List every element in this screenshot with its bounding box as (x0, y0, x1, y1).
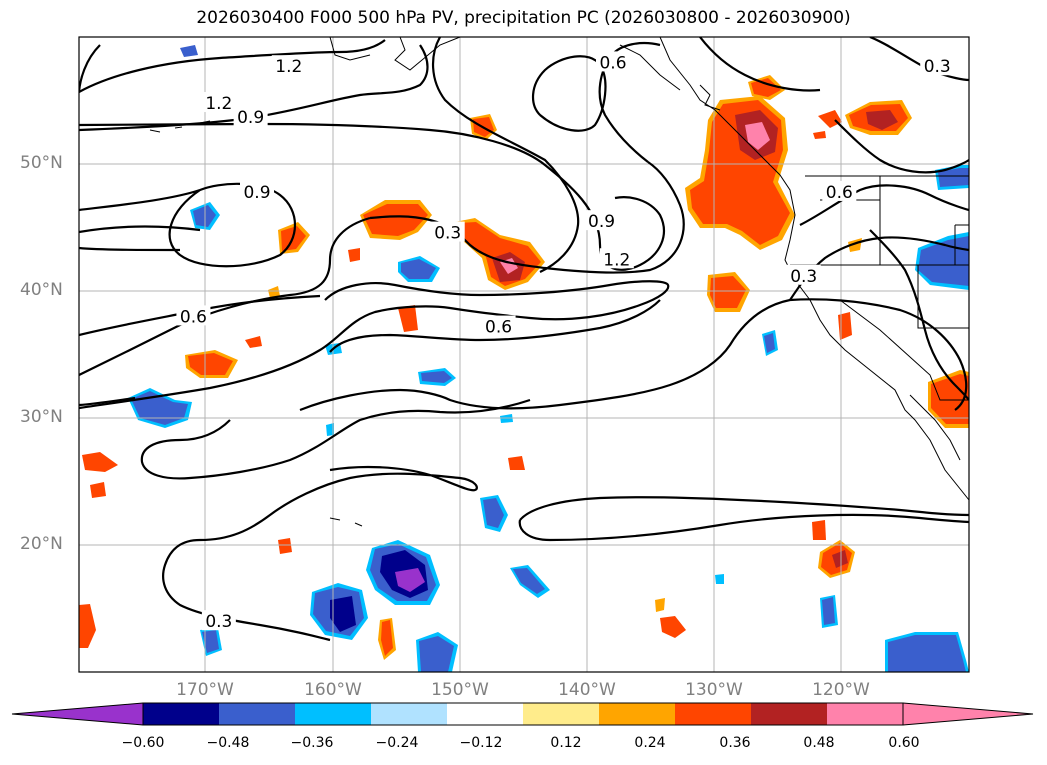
colorbar-segment (599, 703, 676, 725)
lon-label-170w: 170°W (176, 680, 234, 700)
contour-label-bg (233, 106, 268, 127)
contour-label-bg (596, 51, 630, 72)
contour-label-bg (271, 55, 306, 76)
contour-label-bg (584, 210, 619, 231)
colorbar-tick-label: 0.24 (634, 735, 666, 751)
contour-label: 0.6 (180, 307, 207, 327)
contour-label: 0.9 (237, 108, 264, 128)
contour-label-bg (201, 92, 236, 113)
contour-label-bg (176, 305, 211, 326)
colorbar-tick-label: 0.36 (719, 735, 751, 751)
contour-label-bg (599, 248, 634, 269)
colorbar-segment (371, 703, 448, 725)
colorbar-segment (295, 703, 372, 725)
contour-label: 0.6 (826, 183, 853, 203)
colorbar-segment (143, 703, 220, 725)
coastlines (149, 37, 969, 527)
colorbar-segments (143, 703, 904, 725)
contour-label: 1.2 (275, 57, 302, 77)
colorbar-segment (675, 703, 752, 725)
precip-anomaly-shading (79, 45, 969, 672)
colorbar-right-extend (903, 703, 1033, 725)
contour-label-bg (920, 55, 955, 76)
contour-label: 0.3 (205, 612, 232, 632)
colorbar-tick-label: −0.36 (290, 735, 334, 751)
graticule (79, 37, 969, 672)
contour-label-bg (430, 221, 465, 242)
colorbar-tick-label: −0.24 (375, 735, 419, 751)
lon-label-120w: 120°W (812, 680, 870, 700)
contour-label-bg (822, 180, 857, 201)
contour-label-bg (240, 180, 274, 201)
contour-label: 0.6 (599, 53, 626, 73)
lon-label-160w: 160°W (304, 680, 362, 700)
contour-label: 1.2 (603, 250, 630, 270)
contour-label: 0.3 (434, 224, 461, 244)
colorbar-segment (827, 703, 904, 725)
contour-label: 0.9 (243, 183, 270, 203)
colorbar-left-extend (12, 703, 143, 725)
colorbar-tick-label: −0.12 (459, 735, 503, 751)
contour-label-bg (201, 610, 236, 631)
contour-label: 0.3 (924, 57, 951, 77)
contour-label-bg (481, 315, 516, 336)
lon-label-140w: 140°W (558, 680, 616, 700)
colorbar-segment (523, 703, 600, 725)
contour-label-bg (786, 264, 821, 285)
lon-label-150w: 150°W (431, 680, 489, 700)
lat-label-50n: 50°N (20, 153, 63, 173)
lat-label-40n: 40°N (20, 280, 63, 300)
contour-label: 0.3 (790, 267, 817, 287)
colorbar-tick-label: −0.60 (121, 735, 165, 751)
contour-labels: 1.21.20.90.90.60.30.60.60.91.20.60.30.30… (176, 51, 955, 632)
colorbar-tick-label: 0.12 (550, 735, 582, 751)
colorbar-segment (219, 703, 296, 725)
lon-label-130w: 130°W (685, 680, 743, 700)
colorbar (11, 702, 1034, 726)
lat-label-30n: 30°N (20, 407, 63, 427)
colorbar-tick-label: 0.60 (888, 735, 920, 751)
lat-label-20n: 20°N (20, 534, 63, 554)
contour-label: 0.9 (588, 212, 615, 232)
colorbar-tick-label: 0.48 (803, 735, 835, 751)
contour-label: 1.2 (205, 94, 232, 114)
colorbar-tick-label: −0.48 (206, 735, 250, 751)
map-frame (78, 36, 970, 673)
map-title: 2026030400 F000 500 hPa PV, precipitatio… (196, 8, 851, 28)
pv-contours (79, 37, 969, 642)
colorbar-segment (751, 703, 828, 725)
colorbar-segment (447, 703, 524, 725)
colorbar-outline-ends (11, 702, 1034, 726)
contour-label: 0.6 (485, 318, 512, 338)
